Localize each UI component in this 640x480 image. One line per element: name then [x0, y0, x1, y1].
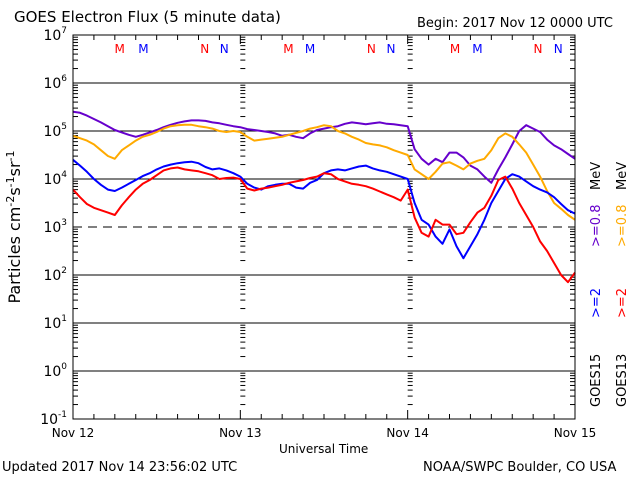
- mn-marker: M: [138, 42, 148, 56]
- x-tick-label: Nov 12: [52, 426, 95, 440]
- credit-label: NOAA/SWPC Boulder, CO USA: [423, 460, 617, 475]
- series-lines: [72, 110, 576, 284]
- y-tick-label: 10-1: [40, 410, 67, 428]
- begin-time: Begin: 2017 Nov 12 0000 UTC: [417, 16, 613, 31]
- legend-goes13-2mev: >=2: [615, 288, 630, 318]
- x-tick-label: Nov 15: [554, 426, 597, 440]
- y-axis-title-text: Particles cm-2s-1sr-1: [4, 150, 25, 303]
- y-tick-labels: 107 106 105 104 103 102 101 100 10-1: [40, 26, 67, 428]
- legend-mev-2: MeV: [615, 162, 630, 190]
- y-tick-label: 103: [43, 218, 67, 236]
- chart-title: GOES Electron Flux (5 minute data): [14, 8, 281, 26]
- mn-marker: N: [367, 42, 376, 56]
- mn-marker: M: [472, 42, 482, 56]
- series-line-goes13-2-mev: [72, 166, 576, 284]
- legend-goes13-08mev: >=0.8: [615, 205, 630, 247]
- mn-marker: M: [450, 42, 460, 56]
- y-tick-label: 106: [43, 74, 67, 92]
- series-line-goes15-2-mev: [72, 159, 576, 260]
- x-tick-label: Nov 14: [386, 426, 429, 440]
- series-line-goes15-0-8-mev: [72, 110, 576, 184]
- y-tick-label: 107: [43, 26, 67, 44]
- axis-ticks: [72, 35, 576, 419]
- y-tick-label: 104: [43, 170, 67, 188]
- legend-mev-1: MeV: [589, 162, 604, 190]
- mn-marker: N: [386, 42, 395, 56]
- mn-marker: N: [220, 42, 229, 56]
- legend-goes15: GOES15: [589, 354, 604, 407]
- y-tick-label: 101: [43, 314, 67, 332]
- mn-marker: M: [283, 42, 293, 56]
- gridlines: [73, 82, 575, 372]
- series-line-goes13-0-8-mev: [72, 123, 576, 221]
- y-axis-title: Particles cm-2s-1sr-1: [4, 150, 25, 303]
- x-tick-labels: Nov 12 Nov 13 Nov 14 Nov 15: [52, 426, 597, 440]
- mn-marker: M: [115, 42, 125, 56]
- plot-frame: [72, 34, 576, 420]
- y-tick-label: 102: [43, 266, 67, 284]
- x-axis-label: Universal Time: [279, 442, 369, 456]
- mn-marker: M: [305, 42, 315, 56]
- y-tick-label: 105: [43, 122, 67, 140]
- mn-marker: N: [554, 42, 563, 56]
- y-tick-label: 100: [43, 362, 67, 380]
- legend-goes13: GOES13: [615, 354, 630, 407]
- legend-goes15-2mev: >=2: [589, 288, 604, 318]
- updated-timestamp: Updated 2017 Nov 14 23:56:02 UTC: [2, 460, 238, 475]
- mn-marker: N: [200, 42, 209, 56]
- legend: GOES15 >=2 >=0.8 MeV GOES13 >=2 >=0.8 MeV: [589, 162, 630, 407]
- mn-marker: N: [534, 42, 543, 56]
- x-tick-label: Nov 13: [219, 426, 262, 440]
- legend-goes15-08mev: >=0.8: [589, 205, 604, 247]
